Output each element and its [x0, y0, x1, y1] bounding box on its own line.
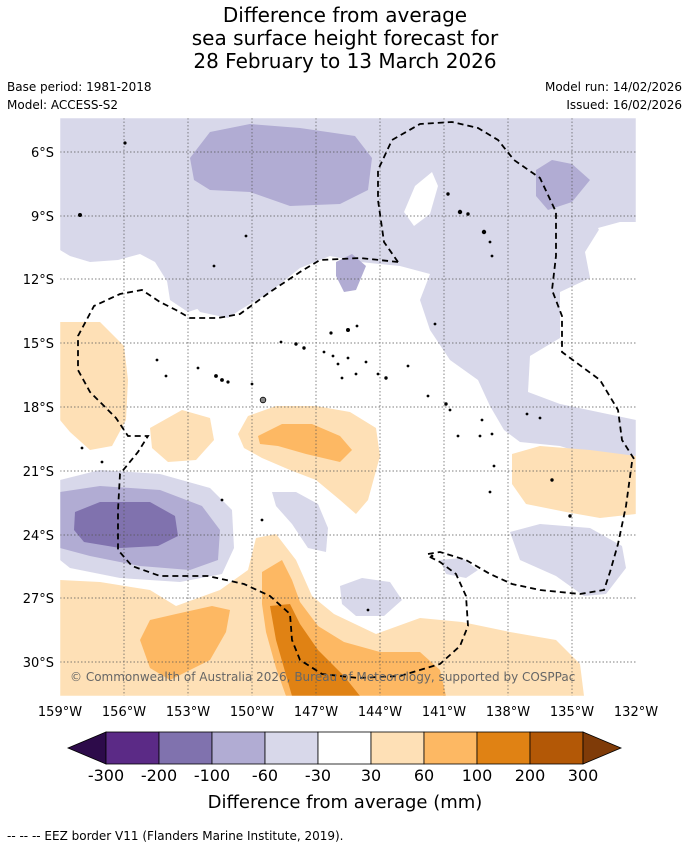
lon-label: 159°W [38, 705, 82, 720]
lon-label: 141°W [422, 705, 466, 720]
lat-label: 6°S [31, 146, 54, 161]
colorbar-bin [370, 731, 425, 765]
colorbar-over [582, 731, 623, 765]
eez-border [77, 121, 636, 679]
pos-60-region-center [258, 424, 352, 462]
colorbar-bin [317, 731, 372, 765]
colorbar-tick: 300 [567, 766, 599, 785]
lat-label: 27°S [23, 592, 54, 607]
colorbar-tick: 100 [461, 766, 493, 785]
neg-30-region-north [60, 118, 636, 470]
colorbar-title: Difference from average (mm) [207, 792, 483, 813]
map-graticule [60, 118, 636, 696]
lat-label: 24°S [23, 529, 54, 544]
pos-30-region-east [512, 446, 636, 518]
colorbar-tick: -30 [304, 766, 332, 785]
title-line-3: 28 February to 13 March 2026 [193, 49, 497, 73]
islands [78, 141, 572, 612]
copyright-notice: © Commonwealth of Australia 2026, Bureau… [70, 670, 575, 684]
lat-label: 12°S [23, 273, 54, 288]
lon-label: 138°W [486, 705, 530, 720]
colorbar-tick: 60 [413, 766, 435, 785]
lon-label: 132°W [614, 705, 658, 720]
pos-30-region-west [60, 322, 128, 450]
colorbar-bin [264, 731, 319, 765]
title-line-2: sea surface height forecast for [191, 26, 499, 50]
title-line-1: Difference from average [222, 3, 468, 27]
eez-border-east [427, 461, 633, 595]
neg-30-patch-west [165, 262, 208, 312]
colorbar-bin [158, 731, 213, 765]
pos-30-patch-west-mid [150, 410, 214, 462]
plot-frame [59, 117, 637, 697]
lon-label: 150°W [230, 705, 274, 720]
neg-30-patch-south-center [272, 492, 328, 552]
colorbar-bin [529, 731, 584, 765]
neg-60-region-north [190, 124, 372, 206]
neg-30-patch-south [340, 578, 402, 616]
longitude-labels: 159°W 156°W 153°W 150°W 147°W 144°W 141°… [38, 705, 658, 720]
colorbar-bin [476, 731, 531, 765]
map-title: Difference from average sea surface heig… [0, 4, 690, 73]
pos-60-region-south [140, 606, 230, 680]
lon-label: 144°W [358, 705, 402, 720]
lat-label: 21°S [23, 465, 54, 480]
neg-30-patch-southeast [510, 524, 626, 596]
colorbar-tick: -200 [140, 766, 178, 785]
colorbar-bin [211, 731, 266, 765]
neg-100-region-southwest [74, 502, 178, 548]
lon-label: 156°W [102, 705, 146, 720]
model-run: Model run: 14/02/2026 [544, 80, 682, 94]
lat-label: 18°S [23, 401, 54, 416]
lat-label: 9°S [31, 210, 54, 225]
colorbar-under [66, 731, 107, 765]
meta-left: Base period: 1981-2018 Model: ACCESS-S2 [7, 78, 152, 114]
lon-label: 147°W [294, 705, 338, 720]
colorbar-bin [105, 731, 160, 765]
lon-label: 153°W [166, 705, 210, 720]
colorbar-bin [423, 731, 478, 765]
eez-legend: -- -- -- EEZ border V11 (Flanders Marine… [7, 829, 344, 843]
colorbar [66, 731, 623, 765]
colorbar-tick: 30 [360, 766, 382, 785]
colorbar-tick: -100 [193, 766, 231, 785]
lat-label: 15°S [23, 337, 54, 352]
issued-date: Issued: 16/02/2026 [566, 98, 682, 112]
eez-border-west [77, 257, 469, 679]
meta-right: Model run: 14/02/2026 Issued: 16/02/2026 [545, 78, 682, 114]
colorbar-tick: 200 [514, 766, 546, 785]
colorbar-tick: -300 [87, 766, 125, 785]
base-period: Base period: 1981-2018 [7, 80, 152, 94]
neg-60-patch-center [336, 254, 366, 292]
colorbar-tick: -60 [251, 766, 279, 785]
eez-border-north [377, 121, 636, 463]
lat-label: 30°S [23, 656, 54, 671]
latitude-labels: 6°S 9°S 12°S 15°S 18°S 21°S 24°S 27°S 30… [23, 146, 54, 671]
neutral-hole-east [598, 222, 636, 276]
pos-100-region-south [270, 604, 360, 696]
lon-label: 135°W [550, 705, 594, 720]
neutral-hole-north [404, 172, 438, 226]
neg-30-patch-mid-south [440, 558, 478, 578]
model-name: Model: ACCESS-S2 [7, 98, 119, 112]
